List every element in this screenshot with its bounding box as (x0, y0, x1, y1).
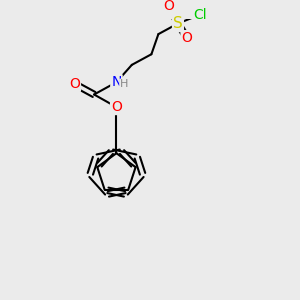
Text: O: O (182, 31, 192, 45)
Text: O: O (69, 77, 80, 91)
Text: S: S (173, 16, 183, 31)
Text: Cl: Cl (194, 8, 207, 22)
Text: N: N (111, 75, 122, 89)
Text: H: H (120, 80, 128, 89)
Text: O: O (164, 0, 175, 13)
Text: O: O (111, 100, 122, 114)
